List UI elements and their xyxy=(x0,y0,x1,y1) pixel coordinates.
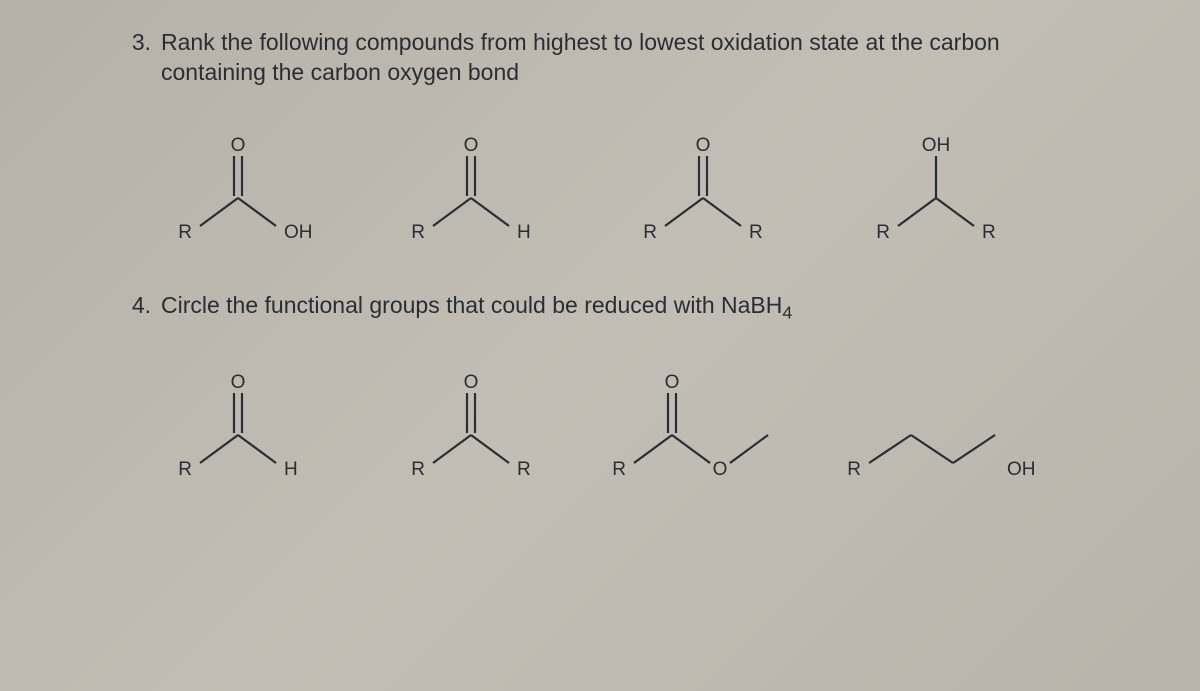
label-O: O xyxy=(231,372,246,393)
worksheet-page: 3. Rank the following compounds from hig… xyxy=(0,0,1200,548)
q4-text: Circle the functional groups that could … xyxy=(161,291,1085,325)
label-R: R xyxy=(613,459,627,480)
structure-aldehyde-2: R O H xyxy=(135,363,368,483)
q4-prefix: Circle the functional groups that could … xyxy=(161,292,782,318)
primary-alcohol-svg: R OH xyxy=(839,363,1059,483)
label-R: R xyxy=(847,459,861,480)
q3-line2: containing the carbon oxygen bond xyxy=(161,59,519,85)
structure-alcohol: R OH R xyxy=(833,126,1066,246)
label-R: R xyxy=(876,222,890,243)
label-O: O xyxy=(713,459,728,480)
label-R: R xyxy=(179,222,193,243)
q3-structures-row: R O OH R O H xyxy=(135,126,1065,246)
ketone-svg: R O R xyxy=(631,126,801,246)
label-R: R xyxy=(749,222,763,243)
label-OH: OH xyxy=(922,135,951,156)
label-O: O xyxy=(463,135,478,156)
label-R: R xyxy=(982,222,996,243)
structure-ketone-2: R O R xyxy=(368,363,601,483)
aldehyde2-svg: R O H xyxy=(166,363,336,483)
label-OH: OH xyxy=(284,222,313,243)
ester-svg: R O O xyxy=(606,363,826,483)
label-O: O xyxy=(665,372,680,393)
ketone2-svg: R O R xyxy=(399,363,569,483)
q3-text: Rank the following compounds from highes… xyxy=(161,28,1085,88)
label-H: H xyxy=(517,222,531,243)
aldehyde-svg: R O H xyxy=(399,126,569,246)
structure-primary-alcohol: R OH xyxy=(833,363,1066,483)
structure-ester: R O O xyxy=(600,363,833,483)
alcohol-svg: R OH R xyxy=(864,126,1034,246)
q3-line1: Rank the following compounds from highes… xyxy=(161,29,1000,55)
label-R: R xyxy=(179,459,193,480)
question-4: 4. Circle the functional groups that cou… xyxy=(115,291,1085,483)
question-3: 3. Rank the following compounds from hig… xyxy=(115,28,1085,246)
label-O: O xyxy=(231,135,246,156)
label-R: R xyxy=(411,459,425,480)
label-O: O xyxy=(463,372,478,393)
label-R: R xyxy=(411,222,425,243)
label-O: O xyxy=(696,135,711,156)
q4-number: 4. xyxy=(115,291,161,325)
label-R: R xyxy=(517,459,531,480)
q4-sub: 4 xyxy=(782,302,792,322)
q4-structures-row: R O H R O R xyxy=(135,363,1065,483)
label-R: R xyxy=(644,222,658,243)
label-H: H xyxy=(284,459,298,480)
label-OH: OH xyxy=(1007,459,1036,480)
q3-number: 3. xyxy=(115,28,161,88)
structure-carboxylic-acid: R O OH xyxy=(135,126,368,246)
structure-aldehyde: R O H xyxy=(368,126,601,246)
carboxylic-acid-svg: R O OH xyxy=(166,126,336,246)
structure-ketone: R O R xyxy=(600,126,833,246)
